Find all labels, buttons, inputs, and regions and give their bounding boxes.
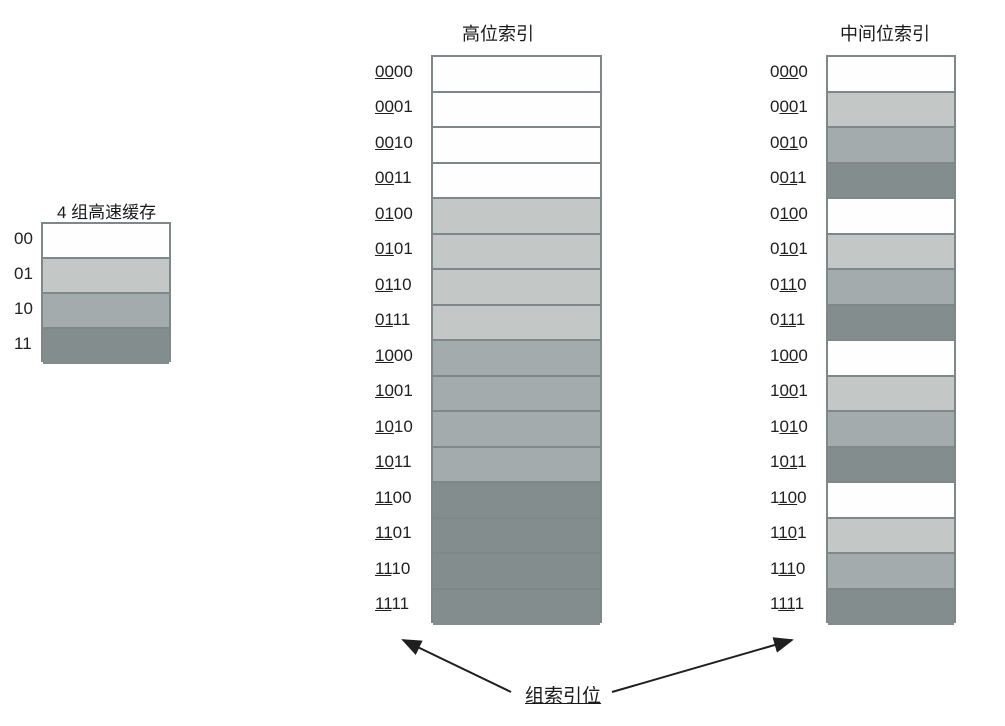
cell — [433, 341, 600, 377]
row-label: 0100 — [770, 204, 808, 224]
cell — [433, 554, 600, 590]
cell — [828, 377, 954, 413]
row-label: 1001 — [770, 381, 808, 401]
arrow-left — [403, 640, 511, 692]
row-label: 0110 — [770, 275, 807, 295]
left-block-title-text: 4 组高速缓存 — [57, 203, 156, 222]
cell — [433, 412, 600, 448]
row-label: 0101 — [375, 239, 413, 259]
footer-label: 组索引位 — [525, 681, 601, 708]
cell — [43, 294, 169, 329]
row-label: 0001 — [375, 97, 413, 117]
footer-label-text: 组索引位 — [525, 686, 601, 707]
cell — [828, 199, 954, 235]
row-label: 00 — [14, 229, 33, 249]
cell — [828, 519, 954, 555]
row-label: 1101 — [770, 523, 807, 543]
cell — [828, 270, 954, 306]
cell — [43, 224, 169, 259]
cell — [828, 306, 954, 342]
row-label: 1111 — [375, 594, 409, 614]
row-label: 0011 — [375, 168, 412, 188]
cell — [828, 235, 954, 271]
row-label: 1000 — [375, 346, 413, 366]
cell — [828, 164, 954, 200]
cell — [433, 448, 600, 484]
cell — [433, 199, 600, 235]
middle-block-title-text: 高位索引 — [462, 24, 534, 44]
row-label: 1110 — [770, 559, 805, 579]
row-label: 1101 — [375, 523, 412, 543]
row-label: 1100 — [770, 488, 807, 508]
cell — [433, 270, 600, 306]
row-label: 0100 — [375, 204, 413, 224]
cell — [433, 377, 600, 413]
row-label: 1011 — [375, 452, 412, 472]
cell — [433, 164, 600, 200]
left-cache-block — [41, 222, 171, 362]
cell — [433, 93, 600, 129]
diagram-canvas: { "colors": { "border": "#7e8889", "text… — [0, 0, 1005, 726]
cell — [433, 483, 600, 519]
row-label: 0110 — [375, 275, 412, 295]
cell — [828, 128, 954, 164]
cell — [828, 554, 954, 590]
mid-bit-index-block — [826, 55, 956, 623]
cell — [433, 128, 600, 164]
cell — [433, 590, 600, 626]
row-label: 1010 — [375, 417, 413, 437]
right-block-title: 中间位索引 — [840, 20, 930, 46]
right-block-title-text: 中间位索引 — [840, 24, 930, 44]
cell — [433, 306, 600, 342]
cell — [43, 329, 169, 364]
cell — [828, 483, 954, 519]
row-label: 0011 — [770, 168, 807, 188]
row-label: 0000 — [770, 62, 808, 82]
arrow-right — [612, 640, 792, 692]
cell — [828, 57, 954, 93]
cell — [828, 412, 954, 448]
row-label: 1001 — [375, 381, 413, 401]
row-label: 1110 — [375, 559, 410, 579]
middle-block-title: 高位索引 — [462, 20, 534, 46]
cell — [828, 341, 954, 377]
row-label: 0111 — [375, 310, 410, 330]
left-block-title: 4 组高速缓存 — [57, 198, 156, 223]
row-label: 11 — [14, 334, 32, 354]
high-bit-index-block — [431, 55, 602, 623]
row-label: 0111 — [770, 310, 805, 330]
row-label: 1111 — [770, 594, 804, 614]
row-label: 0010 — [375, 133, 413, 153]
row-label: 01 — [14, 264, 33, 284]
row-label: 0101 — [770, 239, 808, 259]
row-label: 0001 — [770, 97, 808, 117]
cell — [828, 590, 954, 626]
row-label: 1000 — [770, 346, 808, 366]
cell — [828, 448, 954, 484]
row-label: 1100 — [375, 488, 412, 508]
cell — [433, 519, 600, 555]
cell — [43, 259, 169, 294]
row-label: 0000 — [375, 62, 413, 82]
row-label: 0010 — [770, 133, 808, 153]
cell — [433, 57, 600, 93]
row-label: 1010 — [770, 417, 808, 437]
row-label: 1011 — [770, 452, 807, 472]
cell — [433, 235, 600, 271]
row-label: 10 — [14, 299, 33, 319]
cell — [828, 93, 954, 129]
